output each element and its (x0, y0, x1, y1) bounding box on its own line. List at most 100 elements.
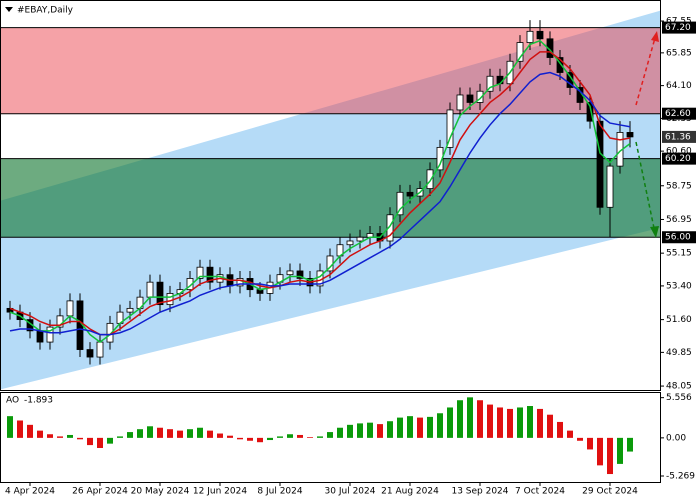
ao-bar (467, 397, 473, 438)
ao-bar (537, 408, 543, 438)
candle-body (46, 326, 54, 343)
y-tick-label: 65.85 (666, 48, 692, 58)
x-tick-label: 21 Aug 2024 (381, 487, 439, 497)
chart-title: #EBAY,Daily (17, 6, 74, 16)
candle-body (156, 281, 164, 306)
ao-bar (437, 413, 443, 438)
candle-body (206, 266, 214, 283)
candle-body (426, 169, 434, 189)
ao-bar (17, 420, 23, 438)
level-tag (662, 130, 696, 143)
ao-frame (0, 392, 661, 483)
moving-average (9, 51, 631, 336)
ao-bar (337, 427, 343, 438)
x-tick-label: 4 Apr 2024 (5, 487, 55, 497)
x-tick-label: 13 Sep 2024 (451, 487, 508, 497)
candle-body (296, 270, 304, 279)
down-arrow (635, 141, 655, 229)
ao-bar (57, 436, 63, 438)
candle-body (356, 236, 364, 242)
ao-bar (117, 436, 123, 438)
candle-body (406, 191, 414, 197)
plot (1, 10, 660, 390)
ao-bar (187, 429, 193, 438)
x-tick-label: 8 Jul 2024 (257, 487, 302, 497)
ao-bar (487, 404, 493, 438)
ao-bar (347, 424, 353, 438)
y-tick-label: 58.75 (666, 181, 692, 191)
ao-bar (317, 436, 323, 438)
y-tick-label: -5.269 (666, 471, 695, 481)
candle-body (436, 146, 444, 171)
candle-body (596, 120, 604, 208)
ao-bar (47, 434, 53, 438)
price-frame (0, 0, 661, 391)
ao-bar (477, 400, 483, 438)
ao-bar (397, 417, 403, 438)
candle-body (346, 240, 354, 246)
ao-bar (367, 422, 373, 438)
ao-bar (307, 437, 313, 438)
candle-body (556, 57, 564, 73)
ao-bar (107, 437, 113, 444)
candle-body (396, 191, 404, 216)
ao-bar (417, 417, 423, 438)
y-tick-label: 60.60 (666, 147, 692, 157)
candle-body (126, 307, 134, 313)
level-tag (662, 21, 696, 34)
candle-body (446, 109, 454, 148)
ao-bar (327, 432, 333, 438)
menu-icon[interactable] (5, 7, 13, 12)
level-label: 62.60 (665, 109, 691, 119)
y-tick-label: 64.10 (666, 81, 692, 91)
candle-body (86, 349, 94, 358)
ao-bar (377, 424, 383, 438)
price-panel (1, 10, 660, 390)
y-tick-label: 53.40 (666, 281, 692, 291)
candle-body (166, 293, 174, 306)
ao-current: -1.893 (24, 396, 53, 406)
candle-body (456, 94, 464, 111)
moving-average (9, 71, 631, 336)
x-tick-label: 20 May 2024 (131, 487, 190, 497)
ao-bar (567, 430, 573, 438)
up-arrow (635, 37, 656, 106)
ao-bar (207, 430, 213, 438)
ao-bar (217, 433, 223, 438)
ao-panel (7, 397, 633, 475)
candle-body (466, 94, 474, 103)
ao-bar (597, 437, 603, 466)
ao-bar (557, 421, 563, 438)
ao-bar (277, 436, 283, 438)
y-tick-label: 49.85 (666, 348, 692, 358)
candle-body (606, 165, 614, 208)
ao-bar (87, 437, 93, 446)
x-tick-label: 30 Jul 2024 (325, 487, 376, 497)
ao-bar (7, 416, 13, 438)
y-tick-label: 0.00 (666, 433, 686, 443)
x-tick-label: 29 Oct 2024 (582, 487, 638, 497)
y-tick-label: 5.556 (666, 393, 692, 403)
ao-bar (167, 429, 173, 438)
ao-bar (457, 400, 463, 438)
candle-body (386, 214, 394, 242)
ao-bar (27, 424, 33, 438)
ao-bar (357, 423, 363, 438)
level-label: 56.00 (665, 233, 691, 243)
ao-bar (587, 437, 593, 450)
candle-body (476, 90, 484, 103)
candle-body (66, 300, 74, 317)
axes: 67.5565.8564.1062.3560.6058.7556.9555.15… (5, 17, 696, 497)
y-tick-label: 56.95 (666, 215, 692, 225)
ao-bar (617, 437, 623, 464)
level-label: 60.20 (665, 154, 691, 164)
candle-body (586, 102, 594, 122)
ao-bar (267, 437, 273, 441)
candle-body (96, 341, 104, 358)
ao-bar (237, 437, 243, 440)
candle-body (146, 281, 154, 298)
ao-bar (447, 407, 453, 438)
ao-bar (577, 437, 583, 441)
moving-average (9, 39, 631, 344)
ao-bar (627, 437, 633, 452)
